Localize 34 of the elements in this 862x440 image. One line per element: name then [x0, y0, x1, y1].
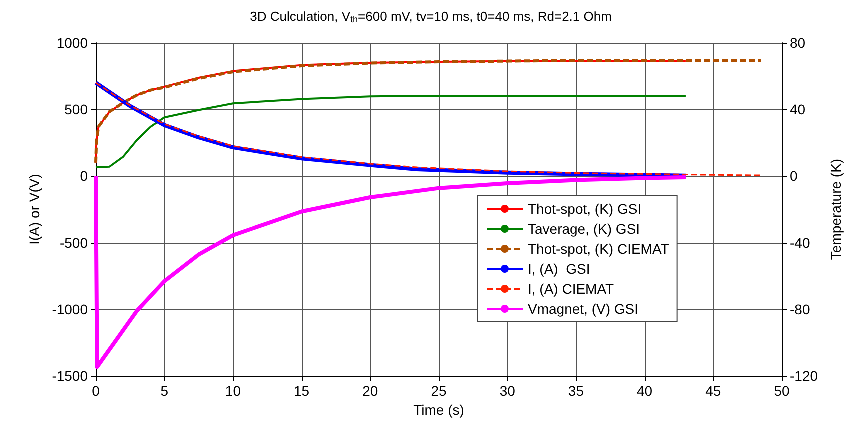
y2-tick-label: 0: [790, 168, 798, 184]
line-series: [95, 95, 687, 169]
x-tick-label: 20: [362, 383, 378, 399]
y2-axis-title: Temperature (K): [828, 158, 844, 260]
x-tick-label: 10: [225, 383, 242, 399]
x-tick-label: 15: [294, 383, 310, 399]
legend-label: Thot-spot, (K) GSI: [528, 201, 642, 217]
y-tick-label: -500: [60, 234, 88, 251]
y-axis-title: I(A) or V(V): [26, 174, 42, 245]
y2-tick-label: -80: [790, 301, 810, 318]
y-tick-label: 1000: [56, 35, 88, 51]
x-tick-label: 0: [92, 383, 100, 399]
legend-label: Taverage, (K) GSI: [528, 221, 640, 237]
x-tick-label: 25: [431, 383, 447, 399]
x-tick-label: 30: [500, 383, 516, 399]
x-tick-label: 50: [774, 383, 790, 399]
y2-tick-label: -40: [790, 234, 810, 251]
legend-label: I, (A) GSI: [528, 261, 590, 277]
x-tick-label: 45: [706, 383, 722, 399]
y-tick-label: -1000: [52, 301, 88, 318]
x-tick-label: 35: [568, 383, 584, 399]
y2-tick-label: -120: [790, 368, 818, 384]
legend-label: I, (A) CIEMAT: [528, 281, 615, 297]
y-tick-label: -1500: [52, 368, 88, 384]
y2-tick-label: 80: [790, 35, 806, 51]
line-series: [94, 174, 688, 370]
x-tick-label: 5: [160, 383, 169, 399]
x-tick-label: 40: [637, 383, 653, 399]
legend-label: Thot-spot, (K) CIEMAT: [528, 241, 670, 257]
y-tick-label: 500: [64, 102, 88, 118]
y2-tick-label: 40: [790, 102, 806, 118]
legend-label: Vmagnet, (V) GSI: [528, 301, 638, 317]
x-axis-title: Time (s): [414, 402, 464, 418]
y-tick-label: 0: [80, 168, 88, 184]
